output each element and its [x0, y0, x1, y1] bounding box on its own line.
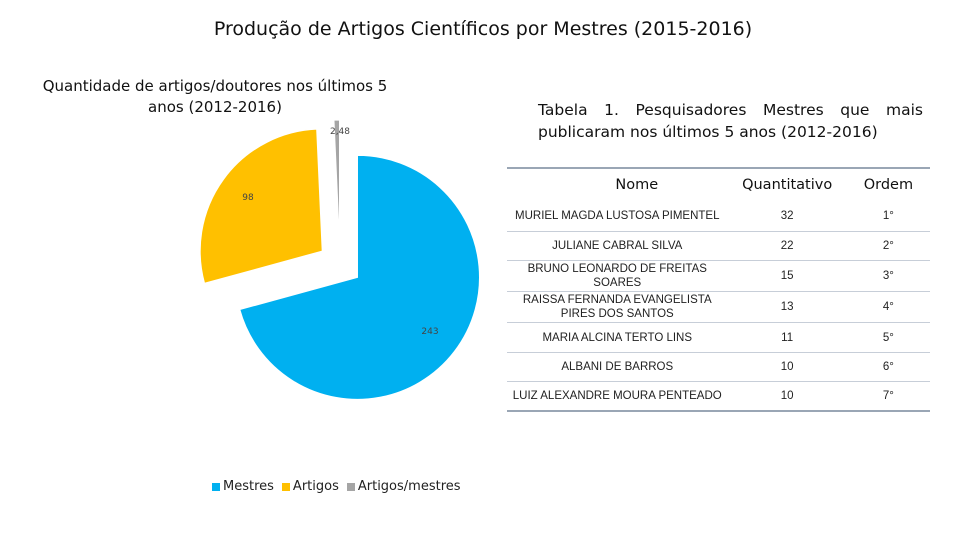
legend-swatch [212, 482, 220, 491]
data-label-artigos-mestres: 2,48 [330, 127, 350, 137]
table-row: MARIA ALCINA TERTO LINS 11 5° [507, 322, 930, 353]
cell-qty: 10 [727, 381, 847, 412]
legend-swatch [281, 482, 290, 491]
cell-qty: 15 [727, 260, 847, 292]
authors-table: Nome Quantitativo Ordem MURIEL MAGDA LUS… [507, 167, 930, 412]
table-caption-line-1: Tabela 1. Pesquisadores Mestres que mais [538, 101, 923, 119]
legend-item-mestres: Mestres [212, 479, 274, 494]
legend-label: Artigos [292, 479, 339, 494]
legend-swatch [346, 482, 355, 491]
legend-item-artigos-mestres: Artigos/mestres [346, 479, 461, 494]
legend-item-artigos: Artigos [281, 479, 339, 494]
table-row: ALBANI DE BARROS 10 6° [507, 352, 930, 382]
cell-order: 5° [846, 322, 930, 353]
cell-qty: 10 [727, 352, 847, 382]
page-title: Produção de Artigos Científicos por Mest… [213, 18, 753, 40]
table-caption-line-2: publicaram nos últimos 5 anos (2012-2016… [538, 123, 878, 141]
legend-label: Artigos/mestres [357, 479, 461, 494]
data-label-mestres: 243 [421, 327, 438, 337]
cell-qty: 32 [727, 201, 847, 232]
cell-name: MARIA ALCINA TERTO LINS [507, 322, 728, 353]
table-caption: Tabela 1. Pesquisadores Mestres que mais… [538, 99, 923, 143]
cell-order: 6° [846, 352, 930, 382]
table-row: LUIZ ALEXANDRE MOURA PENTEADO 10 7° [507, 381, 930, 412]
cell-name: BRUNO LEONARDO DE FREITAS SOARES [507, 260, 728, 292]
cell-name: ALBANI DE BARROS [507, 352, 728, 382]
legend-label: Mestres [223, 479, 274, 494]
cell-order: 7° [846, 381, 930, 412]
cell-qty: 11 [727, 322, 847, 353]
header-nome: Nome [507, 167, 728, 201]
cell-name: MURIEL MAGDA LUSTOSA PIMENTEL [507, 201, 728, 232]
table-row: MURIEL MAGDA LUSTOSA PIMENTEL 32 1° [507, 201, 930, 232]
pie-slice-artigos [199, 128, 323, 284]
chart-title: Quantidade de artigos/doutores nos últim… [42, 77, 388, 116]
table-header-row: Nome Quantitativo Ordem [507, 167, 930, 201]
cell-name: JULIANE CABRAL SILVA [507, 231, 728, 261]
table-row: JULIANE CABRAL SILVA 22 2° [507, 231, 930, 261]
data-label-artigos: 98 [242, 193, 254, 203]
pie-slice-artigos-mestres [333, 119, 341, 243]
table-row: RAISSA FERNANDA EVANGELISTA PIRES DOS SA… [507, 291, 930, 323]
header-quantitativo: Quantitativo [727, 167, 847, 201]
header-ordem: Ordem [846, 167, 930, 201]
cell-qty: 13 [727, 291, 847, 323]
cell-order: 1° [846, 201, 930, 232]
cell-order: 2° [846, 231, 930, 261]
cell-order: 3° [846, 260, 930, 292]
cell-qty: 22 [727, 231, 847, 261]
cell-order: 4° [846, 291, 930, 323]
cell-name: RAISSA FERNANDA EVANGELISTA PIRES DOS SA… [507, 291, 728, 323]
chart-legend: Mestres Artigos Artigos/mestres [212, 479, 461, 494]
cell-name: LUIZ ALEXANDRE MOURA PENTEADO [507, 381, 728, 412]
table-row: BRUNO LEONARDO DE FREITAS SOARES 15 3° [507, 260, 930, 292]
pie-slice-mestres [239, 154, 480, 400]
